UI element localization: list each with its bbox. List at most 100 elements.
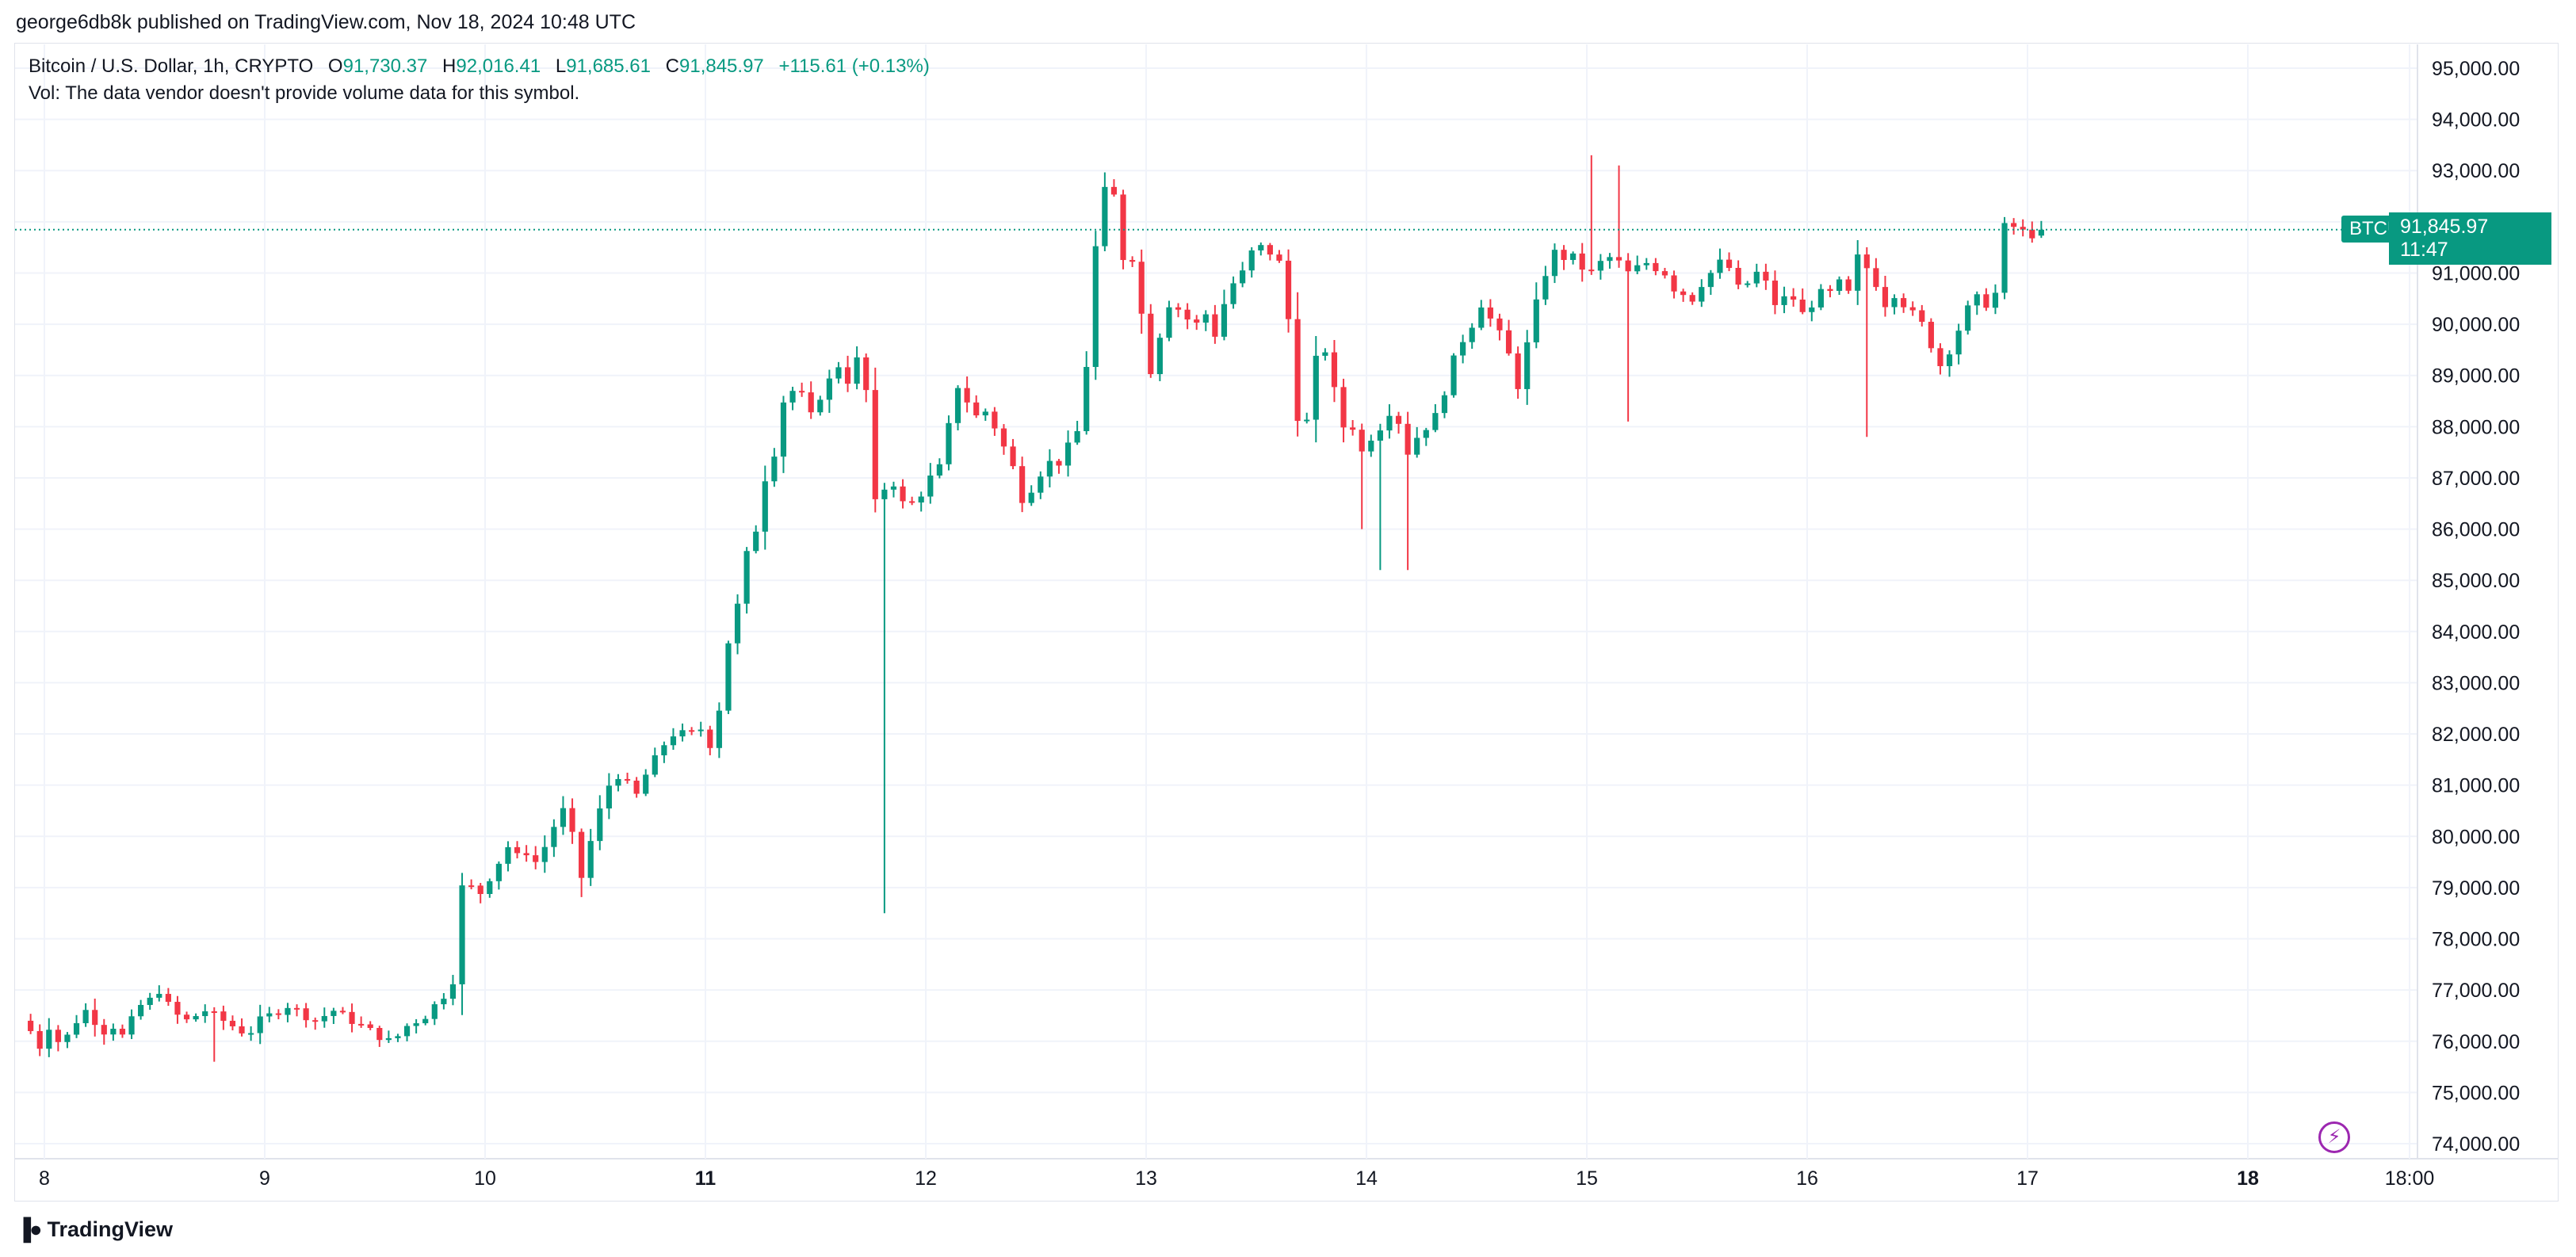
x-tick-label: 13 [1135, 1167, 1157, 1190]
candle-down [468, 885, 475, 888]
open-value: 91,730.37 [342, 55, 428, 77]
candle-down [55, 1030, 61, 1042]
lightning-bolt-icon[interactable]: ⚡ [2318, 1121, 2350, 1153]
candle-up [1377, 430, 1383, 441]
candle-up [2038, 229, 2044, 236]
volume-note: Vol: The data vendor doesn't provide vol… [29, 82, 580, 104]
candle-up [1092, 246, 1099, 368]
candle-down [909, 501, 915, 503]
candle-down [1340, 387, 1347, 428]
y-tick-label: 87,000.00 [2432, 468, 2520, 490]
candle-up [1038, 476, 1044, 493]
candle-up [716, 710, 722, 748]
candle-down [1405, 423, 1411, 455]
candle-up [1202, 314, 1209, 323]
candle-up [395, 1036, 401, 1038]
candle-up [1248, 250, 1255, 271]
candle-down [1863, 254, 1870, 269]
candle-up [1478, 307, 1485, 328]
candle-down [28, 1020, 34, 1031]
candle-down [239, 1026, 245, 1033]
tradingview-brand[interactable]: ▐● TradingView [16, 1217, 173, 1242]
candle-up [1974, 294, 1980, 306]
candle-down [1763, 271, 1769, 281]
candle-down [1350, 427, 1356, 430]
candle-up [835, 367, 842, 379]
candle-up [881, 489, 888, 499]
candle-up [1313, 355, 1319, 420]
candle-up [1386, 415, 1393, 431]
candle-down [1625, 260, 1631, 272]
candle-down [872, 390, 878, 499]
y-tick-label: 81,000.00 [2432, 775, 2520, 797]
candle-up [1717, 259, 1723, 273]
candle-up [138, 1004, 144, 1017]
candle-down [477, 885, 483, 895]
ohlc-legend: Bitcoin / U.S. Dollar, 1h, CRYPTO O91,73… [29, 55, 930, 78]
candle-up [743, 551, 750, 604]
candle-up [597, 808, 603, 842]
candle-down [1919, 310, 1925, 323]
candle-up [1855, 254, 1861, 291]
y-tick-label: 95,000.00 [2432, 58, 2520, 80]
published-byline: george6db8k published on TradingView.com… [16, 11, 636, 33]
candle-up [734, 603, 741, 644]
last-price-tag: 91,845.97 11:47 [2389, 212, 2551, 265]
x-tick-label: 15 [1576, 1167, 1598, 1190]
candle-up [541, 846, 548, 862]
x-tick-label: 18 [2237, 1167, 2259, 1190]
y-tick-label: 93,000.00 [2432, 160, 2520, 182]
candle-down [229, 1020, 236, 1026]
candle-down [1882, 287, 1889, 308]
candle-down [1148, 313, 1154, 375]
y-tick-label: 85,000.00 [2432, 570, 2520, 592]
candle-up [193, 1016, 199, 1020]
candle-up [331, 1011, 337, 1016]
candle-up [1028, 492, 1034, 503]
candle-up [487, 881, 493, 895]
candle-up [413, 1023, 419, 1026]
candle-down [101, 1025, 107, 1035]
candle-down [1909, 307, 1916, 311]
low-value: 91,685.61 [566, 55, 651, 77]
candle-down [1726, 259, 1733, 268]
candle-up [1046, 460, 1053, 477]
x-tick-label: 12 [915, 1167, 937, 1190]
candle-down [1331, 352, 1338, 388]
x-tick-label: 17 [2016, 1167, 2039, 1190]
candle-up [1533, 299, 1539, 342]
candle-down [533, 855, 539, 862]
candle-down [303, 1008, 309, 1021]
candle-up [1891, 298, 1898, 308]
chart-panel[interactable] [14, 43, 2559, 1202]
candle-up [615, 778, 621, 786]
high-value: 92,016.41 [456, 55, 541, 77]
candle-down [1771, 281, 1779, 305]
candle-down [523, 853, 529, 856]
candle-up [64, 1034, 71, 1042]
y-tick-label: 83,000.00 [2432, 672, 2520, 694]
candle-up [1450, 355, 1457, 395]
candle-down [1845, 279, 1852, 291]
y-tick-label: 84,000.00 [2432, 621, 2520, 644]
candle-up [1258, 245, 1264, 250]
candle-up [854, 357, 860, 384]
candle-down [1487, 307, 1493, 319]
candle-down [1653, 262, 1659, 272]
candle-up [2001, 223, 2008, 293]
candle-down [1138, 262, 1145, 314]
candle-down [1129, 260, 1136, 262]
candle-up [1817, 288, 1824, 308]
candle-up [1707, 273, 1714, 288]
candle-down [2020, 227, 2026, 230]
candle-down [1175, 307, 1182, 310]
candle-up [1597, 261, 1603, 271]
candle-down [165, 994, 171, 1003]
candle-up [1423, 430, 1429, 438]
candle-up [1368, 441, 1374, 452]
candle-up [1955, 330, 1962, 355]
candle-up [1460, 342, 1466, 356]
candle-down [211, 1011, 217, 1014]
y-tick-label: 94,000.00 [2432, 109, 2520, 132]
